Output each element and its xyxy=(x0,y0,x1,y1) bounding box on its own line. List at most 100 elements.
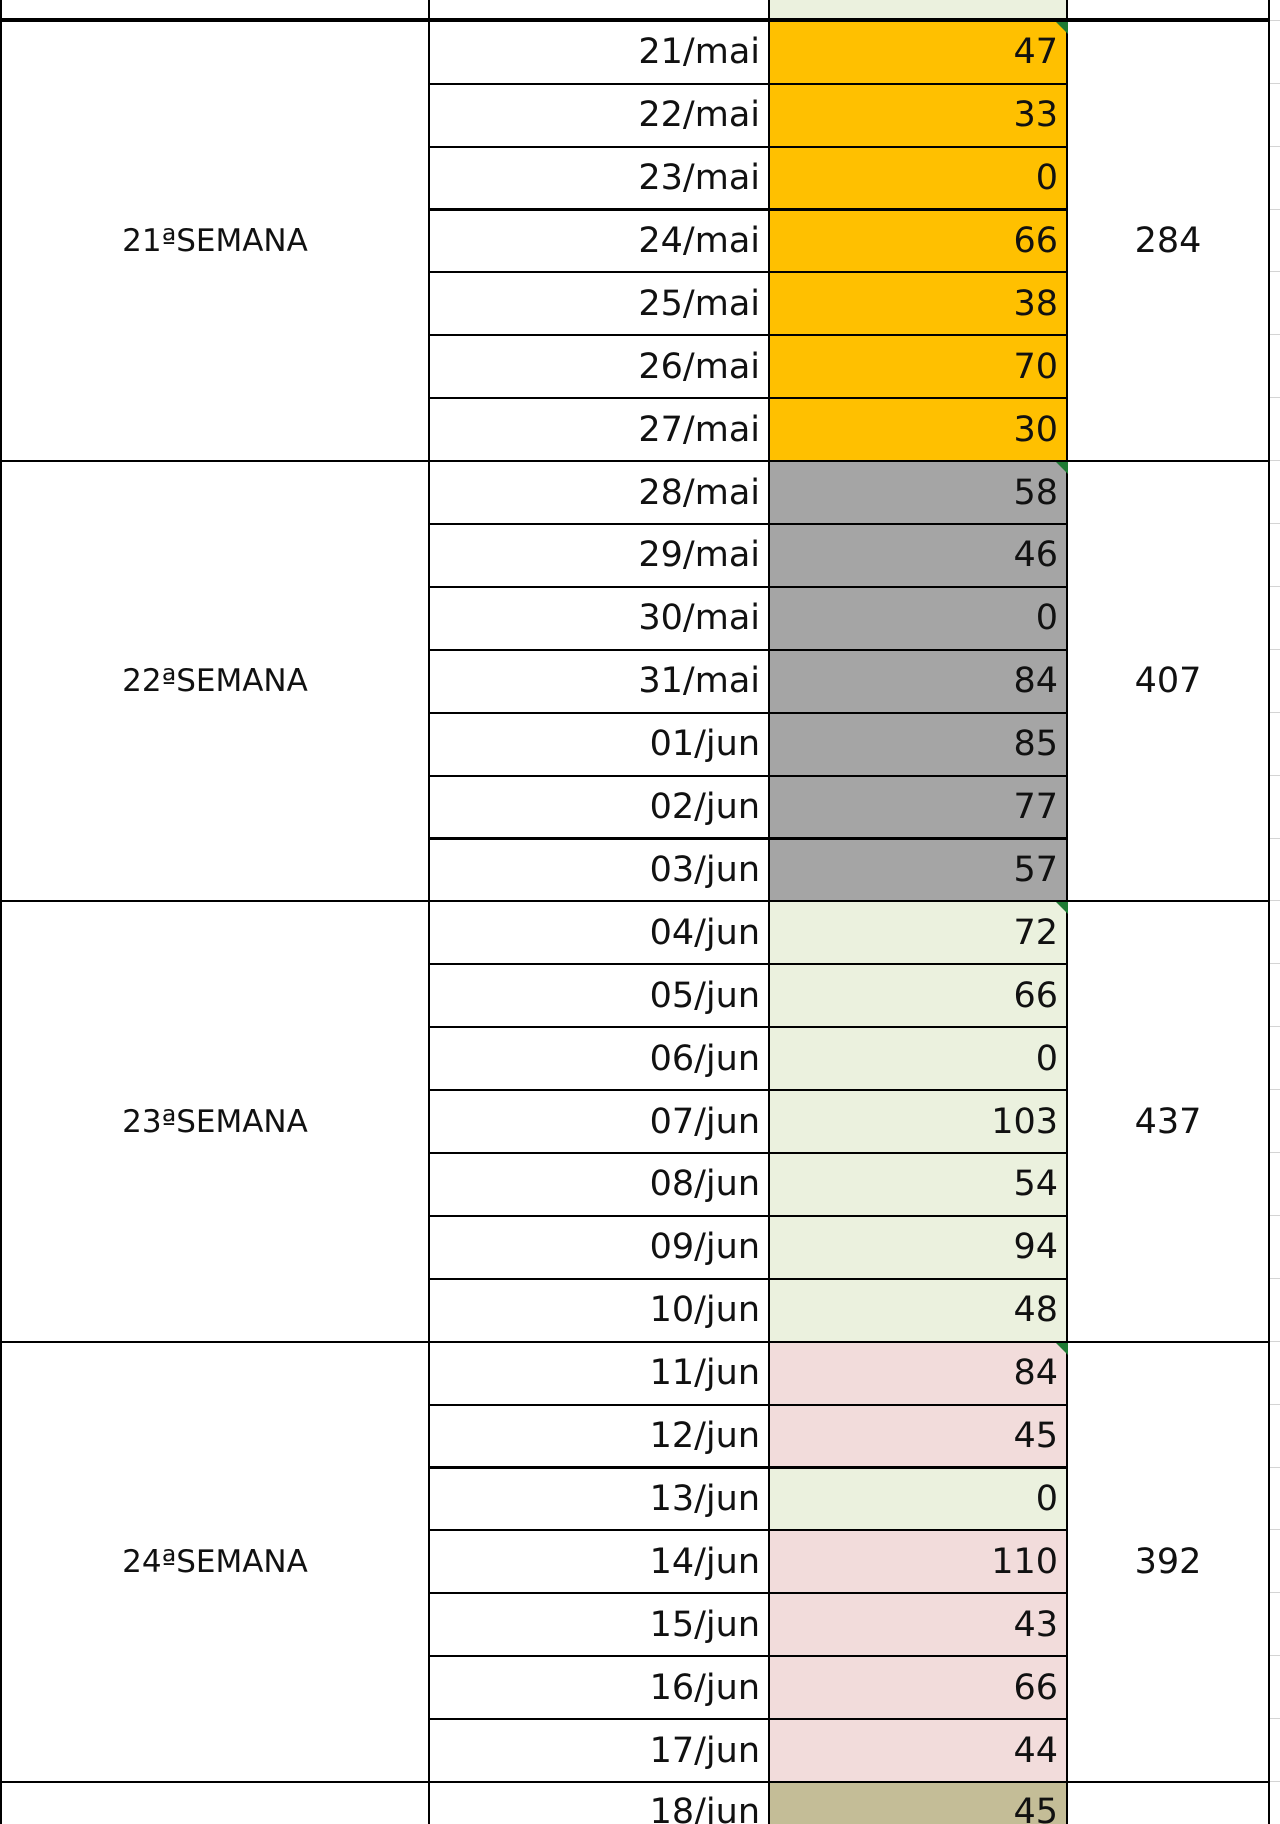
grid-line xyxy=(1268,1089,1280,1091)
week-cell xyxy=(0,1781,430,1824)
grid-line xyxy=(1268,963,1280,965)
total-cell xyxy=(1066,0,1270,20)
date-cell: 17/jun xyxy=(428,1718,770,1783)
date-cell: 18/jun xyxy=(428,1781,770,1824)
value-cell: 45 xyxy=(768,1781,1068,1824)
value-cell: 30 xyxy=(768,397,1068,463)
week-total: 284 xyxy=(1066,19,1270,463)
cell-marker xyxy=(1056,1342,1068,1355)
value-cell: 66 xyxy=(768,963,1068,1029)
date-cell: 01/jun xyxy=(428,711,770,777)
date-cell: 03/jun xyxy=(428,837,770,903)
week-total: 407 xyxy=(1066,460,1270,903)
date-cell: 29/mai xyxy=(428,523,770,588)
value-cell: 77 xyxy=(768,774,1068,840)
value-cell: 38 xyxy=(768,271,1068,337)
value-cell: 0 xyxy=(768,145,1068,211)
grid-line xyxy=(1268,1655,1280,1657)
value-cell: 66 xyxy=(768,1655,1068,1721)
date-cell: 12/jun xyxy=(428,1403,770,1469)
value-cell: 70 xyxy=(768,334,1068,400)
grid-line xyxy=(1268,271,1280,273)
cell-marker xyxy=(1056,21,1068,34)
grid-line xyxy=(1268,1529,1280,1531)
grid-line xyxy=(1268,1466,1280,1468)
value-cell: 0 xyxy=(768,1466,1068,1532)
grid-line xyxy=(1268,774,1280,776)
value-cell xyxy=(768,0,1068,20)
grid-line xyxy=(1268,1781,1280,1782)
date-cell: 22/mai xyxy=(428,82,770,148)
value-cell: 110 xyxy=(768,1529,1068,1595)
date-cell: 25/mai xyxy=(428,271,770,337)
value-cell: 84 xyxy=(768,1340,1068,1406)
grid-line xyxy=(1268,19,1280,21)
date-cell: 08/jun xyxy=(428,1152,770,1217)
date-cell: 26/mai xyxy=(428,334,770,400)
cell-marker xyxy=(1056,902,1068,915)
value-cell: 57 xyxy=(768,837,1068,903)
date-cell: 13/jun xyxy=(428,1466,770,1532)
date-cell: 30/mai xyxy=(428,585,770,651)
week-cell xyxy=(0,0,430,20)
week-label: 22ªSEMANA xyxy=(0,460,430,903)
grid-line xyxy=(1268,397,1280,399)
week-label: 23ªSEMANA xyxy=(0,900,430,1343)
value-cell: 48 xyxy=(768,1277,1068,1343)
value-cell: 47 xyxy=(768,19,1068,85)
week-label: 21ªSEMANA xyxy=(0,19,430,463)
value-cell: 85 xyxy=(768,711,1068,777)
cell-marker xyxy=(1056,462,1068,475)
grid-line xyxy=(1268,648,1280,650)
date-cell: 27/mai xyxy=(428,397,770,463)
date-cell: 11/jun xyxy=(428,1340,770,1406)
date-cell: 05/jun xyxy=(428,963,770,1029)
value-cell: 94 xyxy=(768,1214,1068,1280)
grid-line xyxy=(1268,82,1280,84)
value-cell: 0 xyxy=(768,1026,1068,1092)
date-cell: 21/mai xyxy=(428,19,770,85)
date-cell: 09/jun xyxy=(428,1214,770,1280)
grid-line xyxy=(1268,145,1280,147)
grid-line xyxy=(1268,1340,1280,1342)
value-cell: 46 xyxy=(768,523,1068,588)
grid-line xyxy=(1268,1277,1280,1279)
value-cell: 44 xyxy=(768,1718,1068,1783)
date-cell: 06/jun xyxy=(428,1026,770,1092)
grid-line xyxy=(1268,460,1280,462)
date-cell: 04/jun xyxy=(428,900,770,966)
date-cell: 15/jun xyxy=(428,1592,770,1658)
grid-line xyxy=(1268,837,1280,839)
date-cell: 02/jun xyxy=(428,774,770,840)
grid-line xyxy=(1268,1152,1280,1153)
date-cell: 28/mai xyxy=(428,460,770,525)
grid-line xyxy=(1268,523,1280,524)
grid-line xyxy=(1268,1214,1280,1216)
value-cell: 33 xyxy=(768,82,1068,148)
week-total: 437 xyxy=(1066,900,1270,1343)
value-cell: 43 xyxy=(768,1592,1068,1658)
value-cell: 45 xyxy=(768,1403,1068,1469)
value-cell: 84 xyxy=(768,648,1068,714)
value-cell: 0 xyxy=(768,585,1068,651)
grid-line xyxy=(1268,585,1280,587)
date-cell: 31/mai xyxy=(428,648,770,714)
grid-line xyxy=(1268,900,1280,902)
value-cell: 54 xyxy=(768,1152,1068,1217)
grid-line xyxy=(1268,711,1280,713)
grid-line xyxy=(1268,1592,1280,1594)
value-cell: 103 xyxy=(768,1089,1068,1154)
week-total: 392 xyxy=(1066,1340,1270,1783)
grid-line xyxy=(1268,208,1280,210)
grid-line xyxy=(1268,1403,1280,1405)
grid-line xyxy=(1268,334,1280,336)
date-cell: 23/mai xyxy=(428,145,770,211)
grid-line xyxy=(1268,1026,1280,1028)
week-label: 24ªSEMANA xyxy=(0,1340,430,1783)
date-cell: 24/mai xyxy=(428,208,770,274)
date-cell: 16/jun xyxy=(428,1655,770,1721)
date-cell xyxy=(428,0,770,20)
date-cell: 14/jun xyxy=(428,1529,770,1595)
grid-line xyxy=(1268,1718,1280,1720)
